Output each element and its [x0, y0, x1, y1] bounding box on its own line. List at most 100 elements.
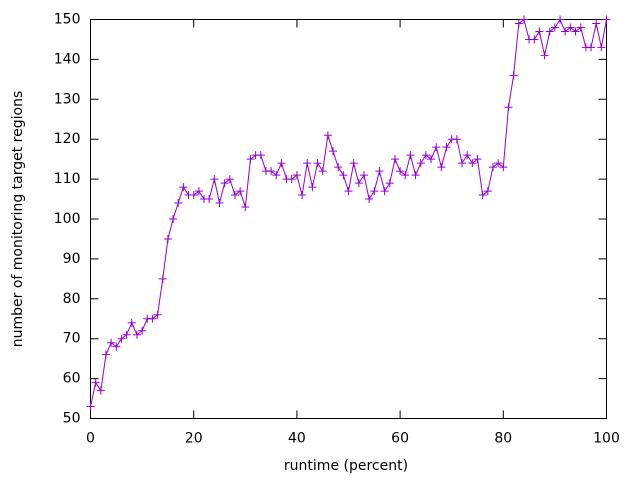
point-marker [463, 151, 472, 160]
y-tick-label: 120 [54, 131, 81, 147]
point-marker [256, 151, 265, 160]
point-marker [545, 27, 554, 36]
y-tick-label: 90 [63, 251, 81, 267]
point-marker [519, 15, 528, 24]
point-marker [380, 187, 389, 196]
point-marker [246, 155, 255, 164]
point-marker [339, 171, 348, 180]
point-marker [390, 155, 399, 164]
point-marker [132, 330, 141, 339]
point-marker [148, 314, 157, 323]
point-marker [370, 187, 379, 196]
y-tick-label: 150 [54, 12, 81, 28]
point-marker [189, 191, 198, 200]
point-marker [432, 143, 441, 152]
point-marker [241, 203, 250, 212]
point-marker [385, 179, 394, 188]
y-tick-label: 140 [54, 51, 81, 67]
y-tick-label: 70 [63, 331, 81, 347]
point-marker [329, 147, 338, 156]
point-marker [411, 171, 420, 180]
point-marker [437, 163, 446, 172]
point-marker [478, 191, 487, 200]
x-tick-label: 60 [391, 431, 409, 447]
point-marker [375, 167, 384, 176]
point-marker [194, 187, 203, 196]
point-marker [504, 103, 513, 112]
point-marker [158, 274, 167, 283]
point-marker [494, 159, 503, 168]
point-marker [112, 342, 121, 351]
point-marker [344, 187, 353, 196]
point-marker [473, 155, 482, 164]
point-marker [602, 15, 611, 24]
x-tick-label: 80 [494, 431, 512, 447]
x-tick-label: 0 [86, 431, 95, 447]
point-marker [267, 167, 276, 176]
data-line [90, 18, 607, 407]
y-tick-label: 60 [63, 371, 81, 387]
point-marker [396, 167, 405, 176]
point-marker [230, 191, 239, 200]
point-marker [514, 19, 523, 28]
point-marker [163, 234, 172, 243]
point-marker [349, 159, 358, 168]
point-marker [127, 318, 136, 327]
point-marker [215, 199, 224, 208]
point-marker [292, 171, 301, 180]
point-marker [561, 27, 570, 36]
point-marker [313, 159, 322, 168]
point-marker [354, 179, 363, 188]
point-marker [174, 199, 183, 208]
point-marker [597, 43, 606, 52]
point-marker [210, 175, 219, 184]
point-marker [592, 19, 601, 28]
point-marker [220, 179, 229, 188]
point-marker [107, 338, 116, 347]
x-axis-label: runtime (percent) [284, 458, 408, 474]
point-marker [488, 163, 497, 172]
point-marker [334, 163, 343, 172]
point-marker [359, 171, 368, 180]
point-marker [421, 151, 430, 160]
point-marker [458, 159, 467, 168]
point-marker [483, 187, 492, 196]
point-marker [416, 159, 425, 168]
point-marker [91, 378, 100, 387]
x-tick-label: 40 [288, 431, 306, 447]
point-marker [277, 159, 286, 168]
point-marker [138, 326, 147, 335]
point-marker [509, 71, 518, 80]
y-tick-label: 100 [54, 211, 81, 227]
point-marker [179, 183, 188, 192]
point-marker [122, 330, 131, 339]
point-marker [365, 195, 374, 204]
point-marker [236, 187, 245, 196]
point-marker [452, 135, 461, 144]
point-marker [401, 171, 410, 180]
point-marker [540, 51, 549, 60]
point-marker [287, 175, 296, 184]
point-marker [427, 155, 436, 164]
point-marker [96, 386, 105, 395]
plot-border [90, 19, 607, 419]
point-marker [535, 27, 544, 36]
point-marker [587, 43, 596, 52]
point-marker [323, 131, 332, 140]
point-marker [303, 159, 312, 168]
point-marker [468, 159, 477, 168]
point-marker [550, 23, 559, 32]
point-marker [499, 163, 508, 172]
point-marker [576, 23, 585, 32]
point-marker [153, 310, 162, 319]
x-tick-label: 100 [593, 431, 620, 447]
y-tick-label: 130 [54, 91, 81, 107]
point-marker [308, 183, 317, 192]
point-marker [117, 334, 126, 343]
point-marker [272, 171, 281, 180]
point-marker [225, 175, 234, 184]
y-axis-label: number of monitoring target regions [10, 91, 26, 348]
point-marker [169, 215, 178, 223]
point-marker [406, 151, 415, 160]
